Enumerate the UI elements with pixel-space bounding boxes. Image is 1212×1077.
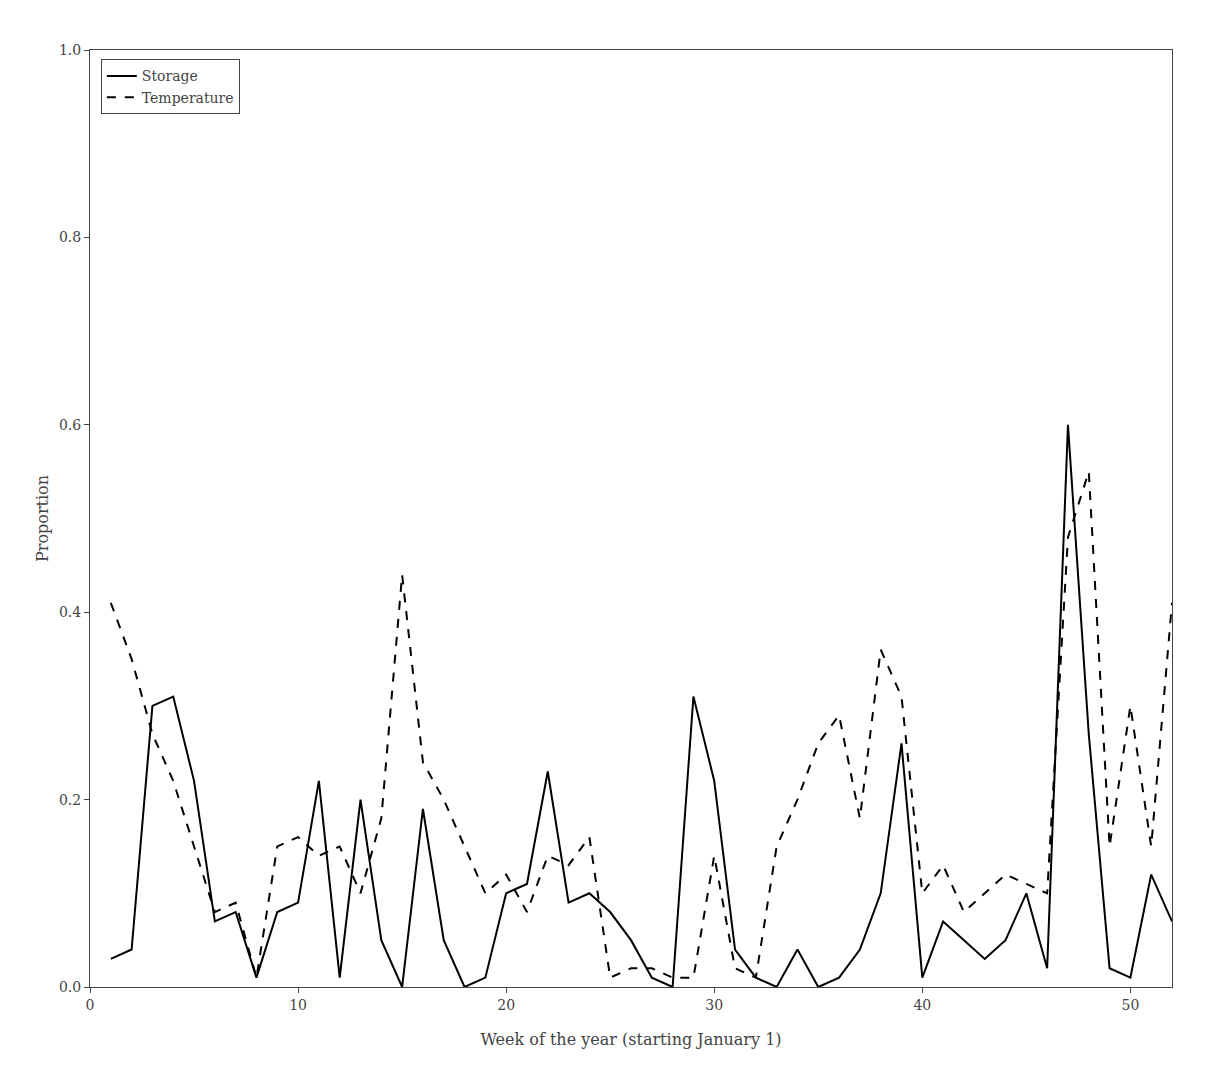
svg-text:30: 30 xyxy=(705,997,723,1013)
svg-text:0.0: 0.0 xyxy=(59,979,81,995)
svg-text:Proportion: Proportion xyxy=(33,475,52,562)
svg-text:10: 10 xyxy=(289,997,307,1013)
svg-text:Temperature: Temperature xyxy=(142,90,234,106)
svg-text:0.8: 0.8 xyxy=(59,229,81,245)
svg-text:0.6: 0.6 xyxy=(59,417,81,433)
svg-text:Week of the year (starting Jan: Week of the year (starting January 1) xyxy=(480,1030,781,1049)
svg-text:0.4: 0.4 xyxy=(59,604,81,620)
svg-text:40: 40 xyxy=(913,997,931,1013)
svg-text:0: 0 xyxy=(86,997,95,1013)
svg-text:1.0: 1.0 xyxy=(59,42,81,58)
svg-text:20: 20 xyxy=(497,997,515,1013)
svg-text:50: 50 xyxy=(1121,997,1139,1013)
svg-text:0.2: 0.2 xyxy=(59,792,81,808)
svg-text:Storage: Storage xyxy=(142,68,198,84)
